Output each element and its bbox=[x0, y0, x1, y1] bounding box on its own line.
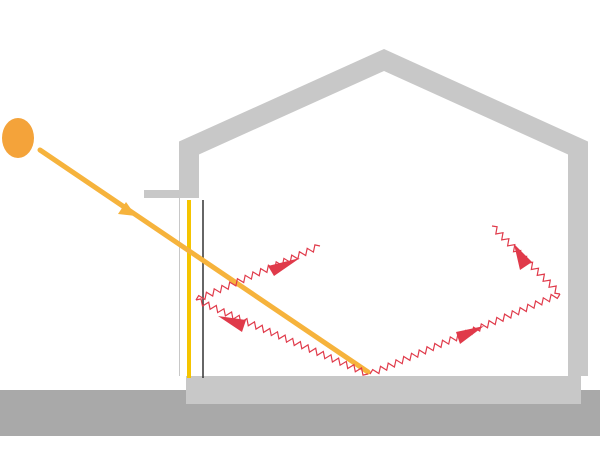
heat-arrow-icon-window-up bbox=[268, 258, 300, 276]
heat-arrow-icon-to-window bbox=[218, 316, 246, 332]
house-floor bbox=[186, 376, 581, 404]
house-walls-roof bbox=[179, 49, 588, 376]
heat-waves bbox=[195, 225, 561, 376]
sunbeam bbox=[37, 147, 371, 375]
heat-wave-to-window bbox=[195, 298, 369, 376]
heat-arrow-icon-right-wall-up bbox=[514, 244, 532, 270]
heat-arrow-icon-to-right-wall bbox=[456, 326, 484, 344]
sunbeam-arrow-icon bbox=[118, 202, 136, 216]
sun-icon bbox=[2, 118, 34, 158]
window-opening bbox=[180, 198, 208, 376]
heat-wave-window-up bbox=[195, 244, 321, 301]
window-overhang bbox=[144, 190, 196, 198]
